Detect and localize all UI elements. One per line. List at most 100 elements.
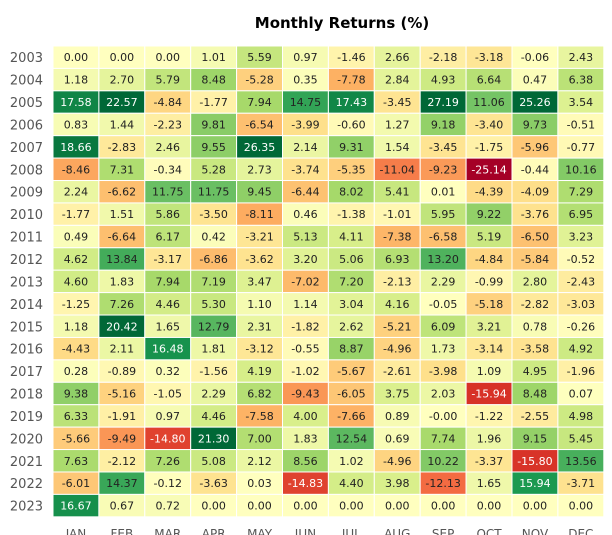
x-tick-label-sep: SEP: [432, 527, 454, 535]
cell-value-label: -0.12: [154, 477, 182, 490]
cell-value-label: -6.05: [337, 388, 365, 401]
cell-value-label: 1.09: [477, 365, 502, 378]
cell-value-label: 3.21: [477, 320, 502, 333]
cell-value-label: 13.56: [565, 455, 597, 468]
cell-value-label: -3.45: [383, 96, 411, 109]
cell-value-label: 2.46: [156, 141, 181, 154]
y-tick-label-2009: 2009: [10, 186, 43, 201]
cell-value-label: 7.20: [339, 275, 364, 288]
cell-value-label: -1.56: [199, 365, 227, 378]
cell-value-label: -3.58: [521, 343, 549, 356]
cell-value-label: -0.34: [154, 163, 182, 176]
cell-value-label: 25.26: [519, 96, 551, 109]
x-tick-label-jun: JUN: [294, 527, 316, 535]
cell-value-label: -4.39: [475, 186, 503, 199]
cell-value-label: -6.54: [245, 118, 273, 131]
cell-value-label: 2.14: [293, 141, 318, 154]
cell-value-label: -5.67: [337, 365, 365, 378]
cell-value-label: -6.58: [429, 231, 457, 244]
cell-value-label: -1.02: [291, 365, 319, 378]
cell-value-label: 8.87: [339, 343, 364, 356]
cell-value-label: 13.20: [427, 253, 459, 266]
cell-value-label: 0.97: [156, 410, 181, 423]
heatmap-cell-2023-dec: [557, 493, 605, 518]
cell-value-label: -3.99: [291, 118, 319, 131]
cell-value-label: 6.64: [477, 74, 502, 87]
cell-value-label: -7.66: [337, 410, 365, 423]
y-tick-label-2008: 2008: [10, 163, 43, 178]
y-tick-label-2021: 2021: [10, 455, 43, 470]
cell-value-label: -1.77: [62, 208, 90, 221]
x-tick-label-oct: OCT: [476, 527, 502, 535]
y-axis-tick-labels: 2003 2004 2005 2006 2007 2008 2009 2010 2011 2012…: [10, 51, 43, 514]
cell-value-label: 5.08: [201, 455, 226, 468]
cell-value-label: 14.75: [290, 96, 322, 109]
cell-value-label: 0.35: [293, 74, 318, 87]
cell-value-label: 5.59: [247, 51, 272, 64]
cell-value-label: -4.96: [383, 343, 411, 356]
cell-value-label: 1.83: [293, 432, 318, 445]
cell-value-label: -5.35: [337, 163, 365, 176]
cell-value-label: 1.44: [110, 118, 135, 131]
cell-value-label: 0.07: [569, 388, 594, 401]
cell-value-label: 1.02: [339, 455, 364, 468]
cell-value-label: 3.04: [339, 298, 364, 311]
cell-value-label: 4.11: [339, 231, 364, 244]
cell-value-label: 4.40: [339, 477, 364, 490]
x-axis-tick-labels: JAN FEB MAR APR MAY JUN JUL AUG SEP OCT NOV DEC: [65, 527, 594, 535]
cell-value-label: 2.66: [385, 51, 410, 64]
cell-value-label: -3.37: [475, 455, 503, 468]
cell-value-label: 0.32: [156, 365, 181, 378]
cell-value-label: 15.94: [519, 477, 551, 490]
cell-value-label: 4.98: [569, 410, 594, 423]
cell-value-label: 2.29: [201, 388, 226, 401]
cell-value-label: -5.96: [521, 141, 549, 154]
cell-value-label: 8.02: [339, 186, 364, 199]
cell-value-label: 7.29: [569, 186, 594, 199]
cell-value-label: 0.00: [110, 51, 135, 64]
cell-value-label: 21.30: [198, 432, 230, 445]
cell-value-label: -1.05: [154, 388, 182, 401]
cell-value-label: -9.43: [291, 388, 319, 401]
cell-value-label: 7.26: [110, 298, 135, 311]
cell-value-label: 2.03: [431, 388, 456, 401]
cell-value-label: 2.70: [110, 74, 135, 87]
cell-value-label: 9.15: [523, 432, 548, 445]
cell-value-label: 9.81: [201, 118, 226, 131]
cell-value-label: 7.31: [110, 163, 135, 176]
cell-value-label: -14.80: [150, 432, 185, 445]
cell-value-label: -5.28: [245, 74, 273, 87]
cell-value-label: 8.48: [201, 74, 226, 87]
cell-value-label: 6.09: [431, 320, 456, 333]
cell-value-label: 6.82: [247, 388, 272, 401]
cell-value-label: 0.28: [64, 365, 89, 378]
cell-value-label: 3.98: [385, 477, 410, 490]
cell-value-label: -2.61: [383, 365, 411, 378]
cell-value-label: 8.56: [293, 455, 318, 468]
cell-value-label: -0.00: [429, 410, 457, 423]
cell-value-label: -6.62: [108, 186, 136, 199]
x-tick-label-aug: AUG: [384, 527, 410, 535]
cell-value-label: -0.44: [521, 163, 549, 176]
cell-value-label: 3.75: [385, 388, 410, 401]
cell-value-label: -14.83: [288, 477, 323, 490]
cell-value-label: 2.31: [247, 320, 272, 333]
cell-value-label: 5.06: [339, 253, 364, 266]
cell-value-label: 3.54: [569, 96, 594, 109]
cell-value-label: 0.42: [201, 231, 226, 244]
cell-value-label: 0.00: [201, 500, 226, 513]
cell-value-label: 8.48: [523, 388, 548, 401]
cell-value-label: 0.00: [477, 500, 502, 513]
cell-value-label: 1.96: [477, 432, 502, 445]
cell-value-label: 0.46: [293, 208, 318, 221]
cell-value-label: 5.19: [477, 231, 502, 244]
y-tick-label-2020: 2020: [10, 432, 43, 447]
cell-value-label: 0.67: [110, 500, 135, 513]
cell-value-label: 20.42: [106, 320, 138, 333]
y-tick-label-2017: 2017: [10, 365, 43, 380]
cell-value-label: 4.00: [293, 410, 318, 423]
cell-value-label: 16.48: [152, 343, 184, 356]
cell-value-label: 2.62: [339, 320, 364, 333]
cell-value-label: 17.58: [60, 96, 92, 109]
cell-value-label: 3.23: [569, 231, 594, 244]
